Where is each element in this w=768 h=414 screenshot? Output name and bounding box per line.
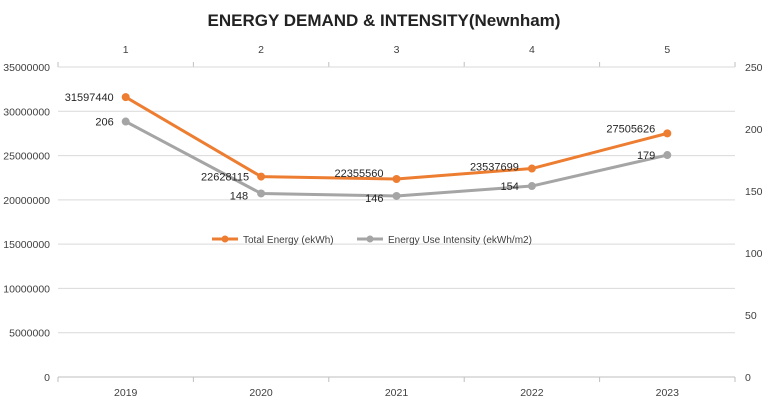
x-tick-label: 2023	[656, 387, 680, 399]
legend-label: Energy Use Intensity (ekWh/m2)	[388, 235, 532, 246]
chart-title: ENERGY DEMAND & INTENSITY(Newnham)	[208, 11, 561, 30]
x2-tick-label: 4	[529, 44, 535, 56]
data-label-total-energy: 27505626	[606, 123, 655, 135]
y-right-tick-label: 100	[745, 248, 763, 260]
data-label-eui: 179	[637, 150, 655, 162]
y-right-tick-label: 250	[745, 62, 763, 74]
y-right-tick-label: 200	[745, 124, 763, 136]
series-marker-0	[257, 172, 266, 181]
series-marker-1	[663, 151, 672, 160]
legend: Total Energy (ekWh) Energy Use Intensity …	[212, 235, 532, 246]
data-label-total-energy: 22355560	[335, 168, 384, 180]
gridlines	[58, 66, 735, 378]
data-label-eui: 154	[501, 181, 519, 193]
y-left-tick-label: 15000000	[3, 239, 50, 251]
series-marker-0	[121, 93, 130, 102]
x2-tick-label: 2	[258, 44, 264, 56]
data-label-total-energy: 31597440	[65, 92, 114, 104]
data-label-eui: 146	[365, 193, 383, 205]
x2-tick-label: 3	[394, 44, 400, 56]
x2-tick-label: 1	[123, 44, 129, 56]
series-marker-0	[663, 129, 672, 138]
legend-swatch-marker	[366, 235, 374, 243]
series-line-0	[124, 95, 669, 181]
data-label-eui: 206	[95, 117, 113, 129]
series-marker-0	[527, 164, 536, 173]
data-labels: 31597440 22628115 22355560 23537699 27505626…	[65, 92, 656, 205]
x-tick-label: 2022	[520, 387, 544, 399]
series	[121, 93, 672, 200]
y-right-tick-label: 50	[745, 310, 757, 322]
series-marker-1	[527, 182, 536, 191]
legend-swatch-marker	[221, 235, 229, 243]
x-tick-label: 2019	[114, 387, 138, 399]
y-left-tick-label: 10000000	[3, 283, 50, 295]
series-marker-0	[392, 174, 401, 183]
y-left-tick-label: 0	[44, 372, 50, 384]
series-line-1	[124, 120, 669, 198]
y-right-tick-label: 150	[745, 186, 763, 198]
y-left-tick-label: 5000000	[9, 328, 50, 340]
x2-tick-label: 5	[664, 44, 670, 56]
data-label-eui: 148	[230, 190, 248, 202]
data-label-total-energy: 22628115	[201, 172, 249, 184]
y-left-tick-label: 25000000	[3, 151, 50, 163]
y-left-tick-label: 35000000	[3, 62, 50, 74]
legend-label: Total Energy (ekWh)	[243, 235, 334, 246]
y-left-tick-label: 20000000	[3, 195, 50, 207]
x-tick-label: 2021	[385, 387, 409, 399]
x-tick-label: 2020	[249, 387, 273, 399]
y-left-tick-label: 30000000	[3, 106, 50, 118]
series-marker-1	[392, 191, 401, 200]
data-label-total-energy: 23537699	[470, 162, 519, 174]
y-right-tick-label: 0	[745, 372, 751, 384]
series-marker-1	[121, 117, 130, 126]
series-marker-1	[257, 189, 266, 198]
axes: 0 5000000 10000000 15000000 20000000 25000000…	[3, 44, 762, 399]
